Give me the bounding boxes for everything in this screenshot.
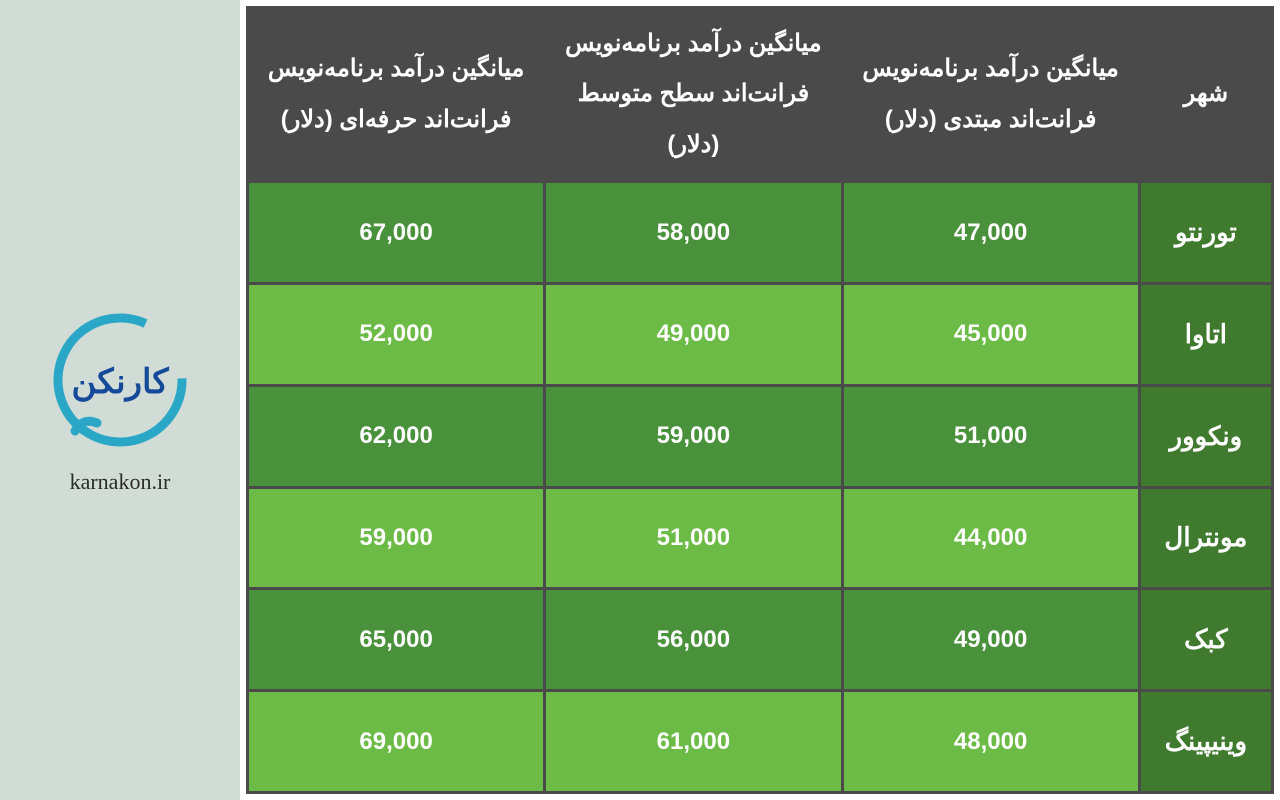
col-header-junior-line2: فرانت‌اند مبتدی (دلار)	[850, 95, 1132, 145]
col-header-mid: میانگین درآمد برنامه‌نویسفرانت‌اند سطح م…	[545, 8, 842, 182]
page-container: کارنکن karnakon.ir شهرمیانگین درآمد برنا…	[0, 0, 1280, 800]
value-cell-junior: 45,000	[842, 283, 1139, 385]
col-header-junior: میانگین درآمد برنامه‌نویسفرانت‌اند مبتدی…	[842, 8, 1139, 182]
value-cell-junior: 48,000	[842, 691, 1139, 793]
logo-text: کارنکن	[71, 362, 168, 402]
brand-sidebar: کارنکن karnakon.ir	[0, 0, 240, 800]
city-cell: تورنتو	[1139, 182, 1272, 284]
value-cell-senior: 67,000	[248, 182, 545, 284]
value-cell-senior: 62,000	[248, 385, 545, 487]
value-cell-senior: 59,000	[248, 487, 545, 589]
city-cell: کبک	[1139, 589, 1272, 691]
value-cell-mid: 51,000	[545, 487, 842, 589]
salary-table-area: شهرمیانگین درآمد برنامه‌نویسفرانت‌اند مب…	[240, 0, 1280, 800]
value-cell-mid: 58,000	[545, 182, 842, 284]
value-cell-junior: 49,000	[842, 589, 1139, 691]
table-row: اتاوا45,00049,00052,000	[248, 283, 1273, 385]
value-cell-mid: 59,000	[545, 385, 842, 487]
col-header-senior-line1: میانگین درآمد برنامه‌نویس	[255, 44, 537, 94]
city-cell: اتاوا	[1139, 283, 1272, 385]
city-cell: مونترال	[1139, 487, 1272, 589]
salary-table: شهرمیانگین درآمد برنامه‌نویسفرانت‌اند مب…	[246, 6, 1274, 794]
value-cell-mid: 56,000	[545, 589, 842, 691]
salary-table-header-row: شهرمیانگین درآمد برنامه‌نویسفرانت‌اند مب…	[248, 8, 1273, 182]
value-cell-senior: 52,000	[248, 283, 545, 385]
table-row: ونکوور51,00059,00062,000	[248, 385, 1273, 487]
col-header-city-line1: شهر	[1147, 69, 1265, 119]
value-cell-senior: 65,000	[248, 589, 545, 691]
table-row: تورنتو47,00058,00067,000	[248, 182, 1273, 284]
value-cell-junior: 51,000	[842, 385, 1139, 487]
logo: کارنکن karnakon.ir	[45, 305, 195, 495]
col-header-mid-line1: میانگین درآمد برنامه‌نویس	[552, 19, 834, 69]
site-url: karnakon.ir	[70, 469, 171, 495]
city-cell: وینیپینگ	[1139, 691, 1272, 793]
city-cell: ونکوور	[1139, 385, 1272, 487]
col-header-mid-line2: فرانت‌اند سطح متوسط (دلار)	[552, 69, 834, 170]
salary-table-head: شهرمیانگین درآمد برنامه‌نویسفرانت‌اند مب…	[248, 8, 1273, 182]
table-row: کبک49,00056,00065,000	[248, 589, 1273, 691]
value-cell-junior: 47,000	[842, 182, 1139, 284]
value-cell-junior: 44,000	[842, 487, 1139, 589]
logo-circle: کارنکن	[45, 305, 195, 455]
col-header-city: شهر	[1139, 8, 1272, 182]
col-header-senior: میانگین درآمد برنامه‌نویسفرانت‌اند حرفه‌…	[248, 8, 545, 182]
salary-table-body: تورنتو47,00058,00067,000اتاوا45,00049,00…	[248, 182, 1273, 793]
value-cell-mid: 49,000	[545, 283, 842, 385]
value-cell-mid: 61,000	[545, 691, 842, 793]
col-header-senior-line2: فرانت‌اند حرفه‌ای (دلار)	[255, 95, 537, 145]
table-row: وینیپینگ48,00061,00069,000	[248, 691, 1273, 793]
value-cell-senior: 69,000	[248, 691, 545, 793]
table-row: مونترال44,00051,00059,000	[248, 487, 1273, 589]
col-header-junior-line1: میانگین درآمد برنامه‌نویس	[850, 44, 1132, 94]
